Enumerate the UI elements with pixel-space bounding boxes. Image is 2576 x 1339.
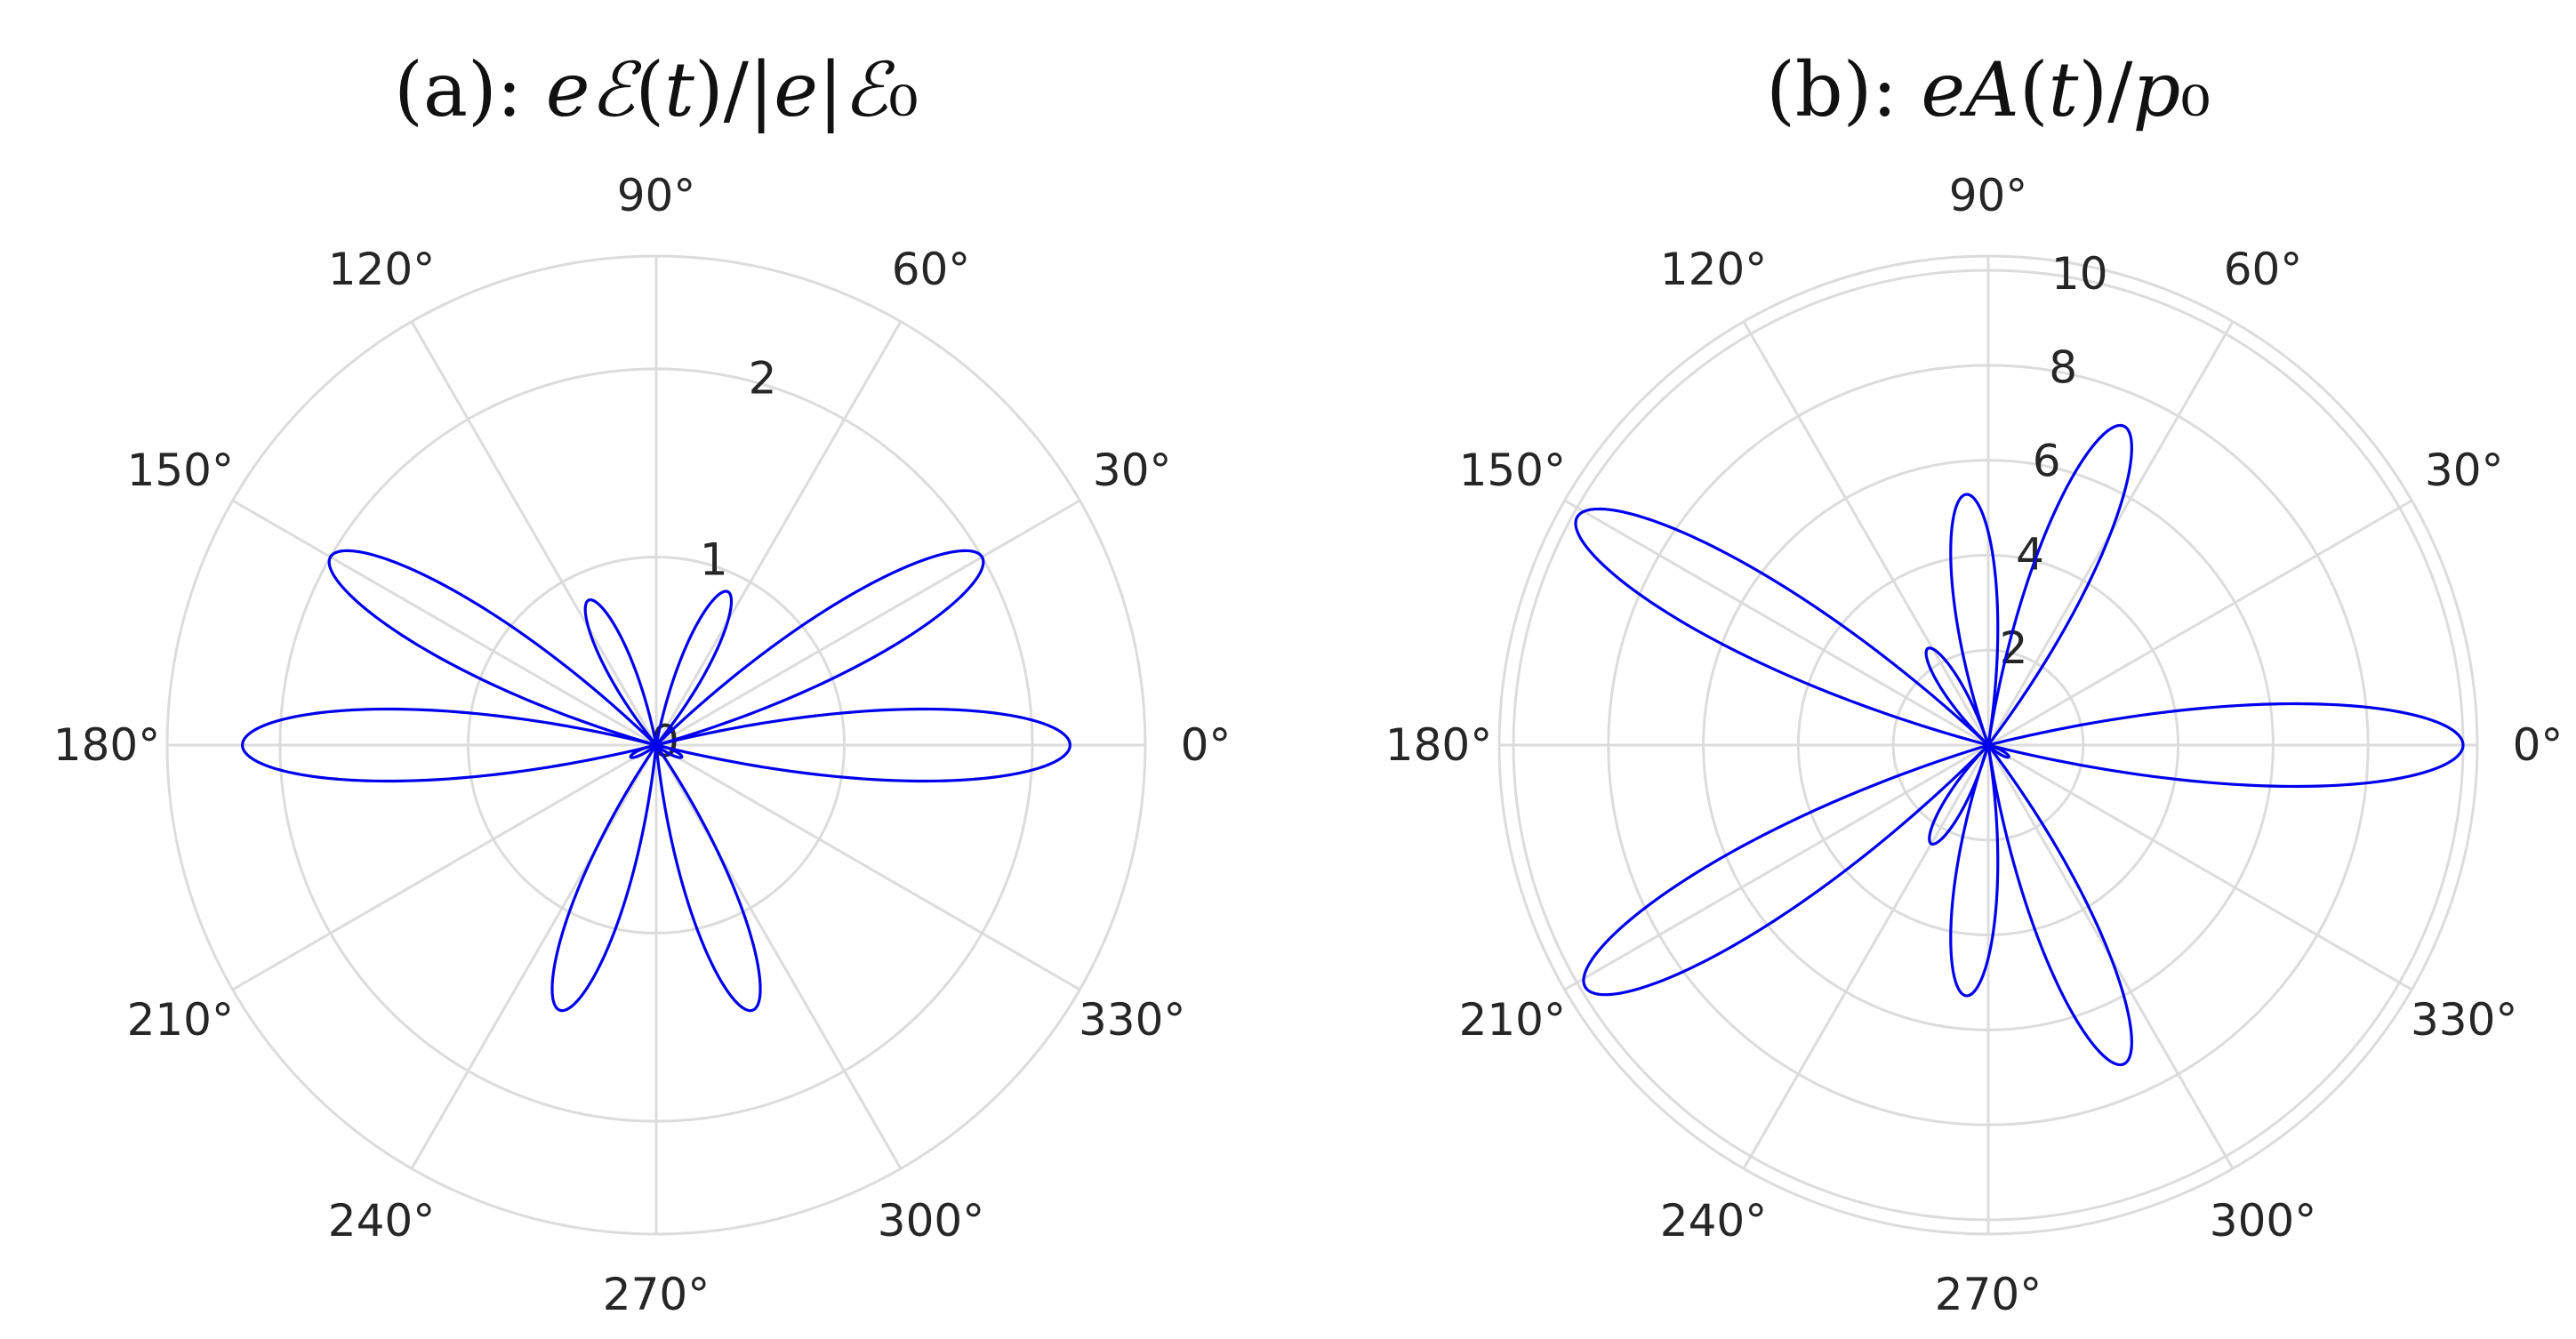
panel-b-series-lobe: [1924, 646, 1990, 747]
polar-panel-a: 0° 30° 60° 90° 120° 150° 180° 210° 240° 270° 300° 3…: [53, 46, 1232, 1320]
panel-b-theta-tick-label: 330°: [2411, 994, 2517, 1046]
panel-a-grid-spoke: [231, 743, 657, 991]
panel-a-grid-spoke: [231, 499, 657, 747]
panel-a-theta-tick-label: 60°: [892, 244, 971, 295]
panel-a-theta-tick-label: 150°: [127, 445, 234, 496]
panel-b-theta-tick-label: 120°: [1660, 244, 1767, 295]
panel-a-title-math: ℰ: [590, 46, 642, 133]
panel-b-series-lobe: [1986, 743, 2133, 1067]
panel-b-series-lobe: [1928, 743, 1990, 846]
panel-a-series-lobe: [654, 549, 985, 747]
panel-a-theta-tick-label: 120°: [328, 244, 435, 295]
panel-a-theta-tick-label: 240°: [328, 1195, 435, 1247]
panel-a-title-math: (: [635, 46, 664, 133]
panel-a-series-lobe: [629, 743, 658, 759]
panel-a-theta-tick-label: 270°: [603, 1269, 710, 1320]
panel-b-grid-spoke: [1987, 743, 2413, 991]
panel-b-grid-spoke: [1742, 744, 1990, 1170]
panel-b-r-tick-label: 10: [2051, 248, 2108, 300]
panel-b-title-math: A: [1959, 46, 2019, 133]
panel-a-title-math: e: [774, 46, 818, 133]
panel-a-grid-spoke: [655, 499, 1081, 747]
panel-b-series-lobe: [1986, 702, 2465, 789]
panel-a-series-lobe: [654, 743, 684, 759]
panel-b-title-math: t: [2049, 46, 2079, 133]
panel-a-grid-spoke: [654, 744, 903, 1170]
panel-a-theta-tick-label: 330°: [1079, 994, 1185, 1046]
panel-a-series-lobe: [583, 598, 658, 747]
panel-a-title-math: |: [818, 46, 843, 133]
panel-a-theta-tick-label: 30°: [1093, 445, 1172, 496]
panel-a-series-lobe: [654, 707, 1071, 783]
panel-a-title-math: ₀: [888, 46, 919, 133]
panel-b-theta-tick-label: 60°: [2224, 244, 2303, 295]
panel-b-title-math: p: [2132, 46, 2180, 133]
panel-b-series-lobe: [1582, 743, 1990, 997]
panel-b-title-math: e: [1921, 46, 1965, 133]
panel-b-theta-tick-label: 300°: [2210, 1195, 2316, 1247]
panel-b-theta-tick-label: 30°: [2425, 445, 2504, 496]
panel-a-series-lobe: [654, 743, 762, 1013]
panel-b-title-math: (: [2019, 46, 2049, 133]
panel-a-grid-spoke: [410, 320, 658, 746]
panel-b-theta-tick-label: 180°: [1385, 719, 1492, 771]
polar-panel-b: 0° 30° 60° 90° 120° 150° 180° 210° 240° 270° 300° 3…: [1385, 46, 2564, 1320]
panel-a-series: [241, 549, 1071, 1013]
panel-b-series: [1574, 423, 2465, 1067]
panel-a-theta-tick-label: 300°: [878, 1195, 984, 1247]
panel-a-theta-tick-label: 180°: [53, 719, 160, 771]
panel-b-grid-spoke: [1742, 320, 1990, 746]
panel-b-title-math: )/: [2078, 46, 2133, 133]
panel-b-series-lobe: [1986, 743, 2010, 759]
panel-a-title-prefix: (a):: [394, 46, 546, 133]
panel-b-r-tick-label: 8: [2049, 341, 2077, 393]
panel-a-r-tick-label: 1: [700, 534, 728, 586]
panel-b-series-lobe: [1949, 743, 2000, 998]
panel-a-series-lobe: [241, 707, 658, 783]
panel-b-title-math: ₀: [2180, 46, 2211, 133]
panel-a-grid-spoke: [410, 744, 658, 1170]
panel-a-grid-spoke: [654, 320, 903, 746]
panel-a-title: (a): eℰ(t)/|e|ℰ₀: [394, 46, 919, 133]
panel-b-theta-tick-label: 240°: [1660, 1195, 1767, 1247]
panel-b-theta-tick-label: 270°: [1935, 1269, 2042, 1320]
panel-b-theta-tick-label: 90°: [1949, 170, 2028, 221]
panel-b-series-lobe: [1986, 423, 2133, 747]
panel-b-grid-spoke: [1563, 743, 1989, 991]
panel-a-title-math: e: [546, 46, 590, 133]
panel-b-grid-spoke: [1987, 499, 2413, 747]
panel-a-grid: [165, 254, 1147, 1236]
panel-b-title: (b): eA(t)/p₀: [1766, 46, 2211, 133]
panel-b-grid-spoke: [1563, 499, 1989, 747]
panel-a-title-math: ℰ: [843, 46, 895, 133]
panel-b-r-tick-label: 6: [2033, 435, 2061, 486]
panel-b-theta-tick-label: 0°: [2513, 719, 2564, 771]
panel-a-title-math: t: [664, 46, 694, 133]
panel-a-grid-spoke: [655, 743, 1081, 991]
panel-b-title-prefix: (b):: [1766, 46, 1921, 133]
panel-a-r-tick-label: 2: [749, 352, 777, 404]
panel-b-theta-tick-label: 150°: [1459, 445, 1566, 496]
panel-b-series-lobe: [1949, 493, 2000, 747]
panel-b-theta-tick-label: 210°: [1459, 994, 1566, 1046]
panel-a-theta-tick-label: 210°: [127, 994, 234, 1046]
panel-b-series-lobe: [1574, 507, 1990, 747]
panel-a-theta-tick-label: 90°: [617, 170, 696, 221]
panel-a-series-lobe: [654, 589, 734, 747]
panel-a-series-lobe: [327, 549, 658, 747]
panel-a-title-math: )/|: [694, 46, 774, 133]
panel-a-theta-tick-label: 0°: [1181, 719, 1232, 771]
panel-a-series-lobe: [550, 743, 658, 1013]
